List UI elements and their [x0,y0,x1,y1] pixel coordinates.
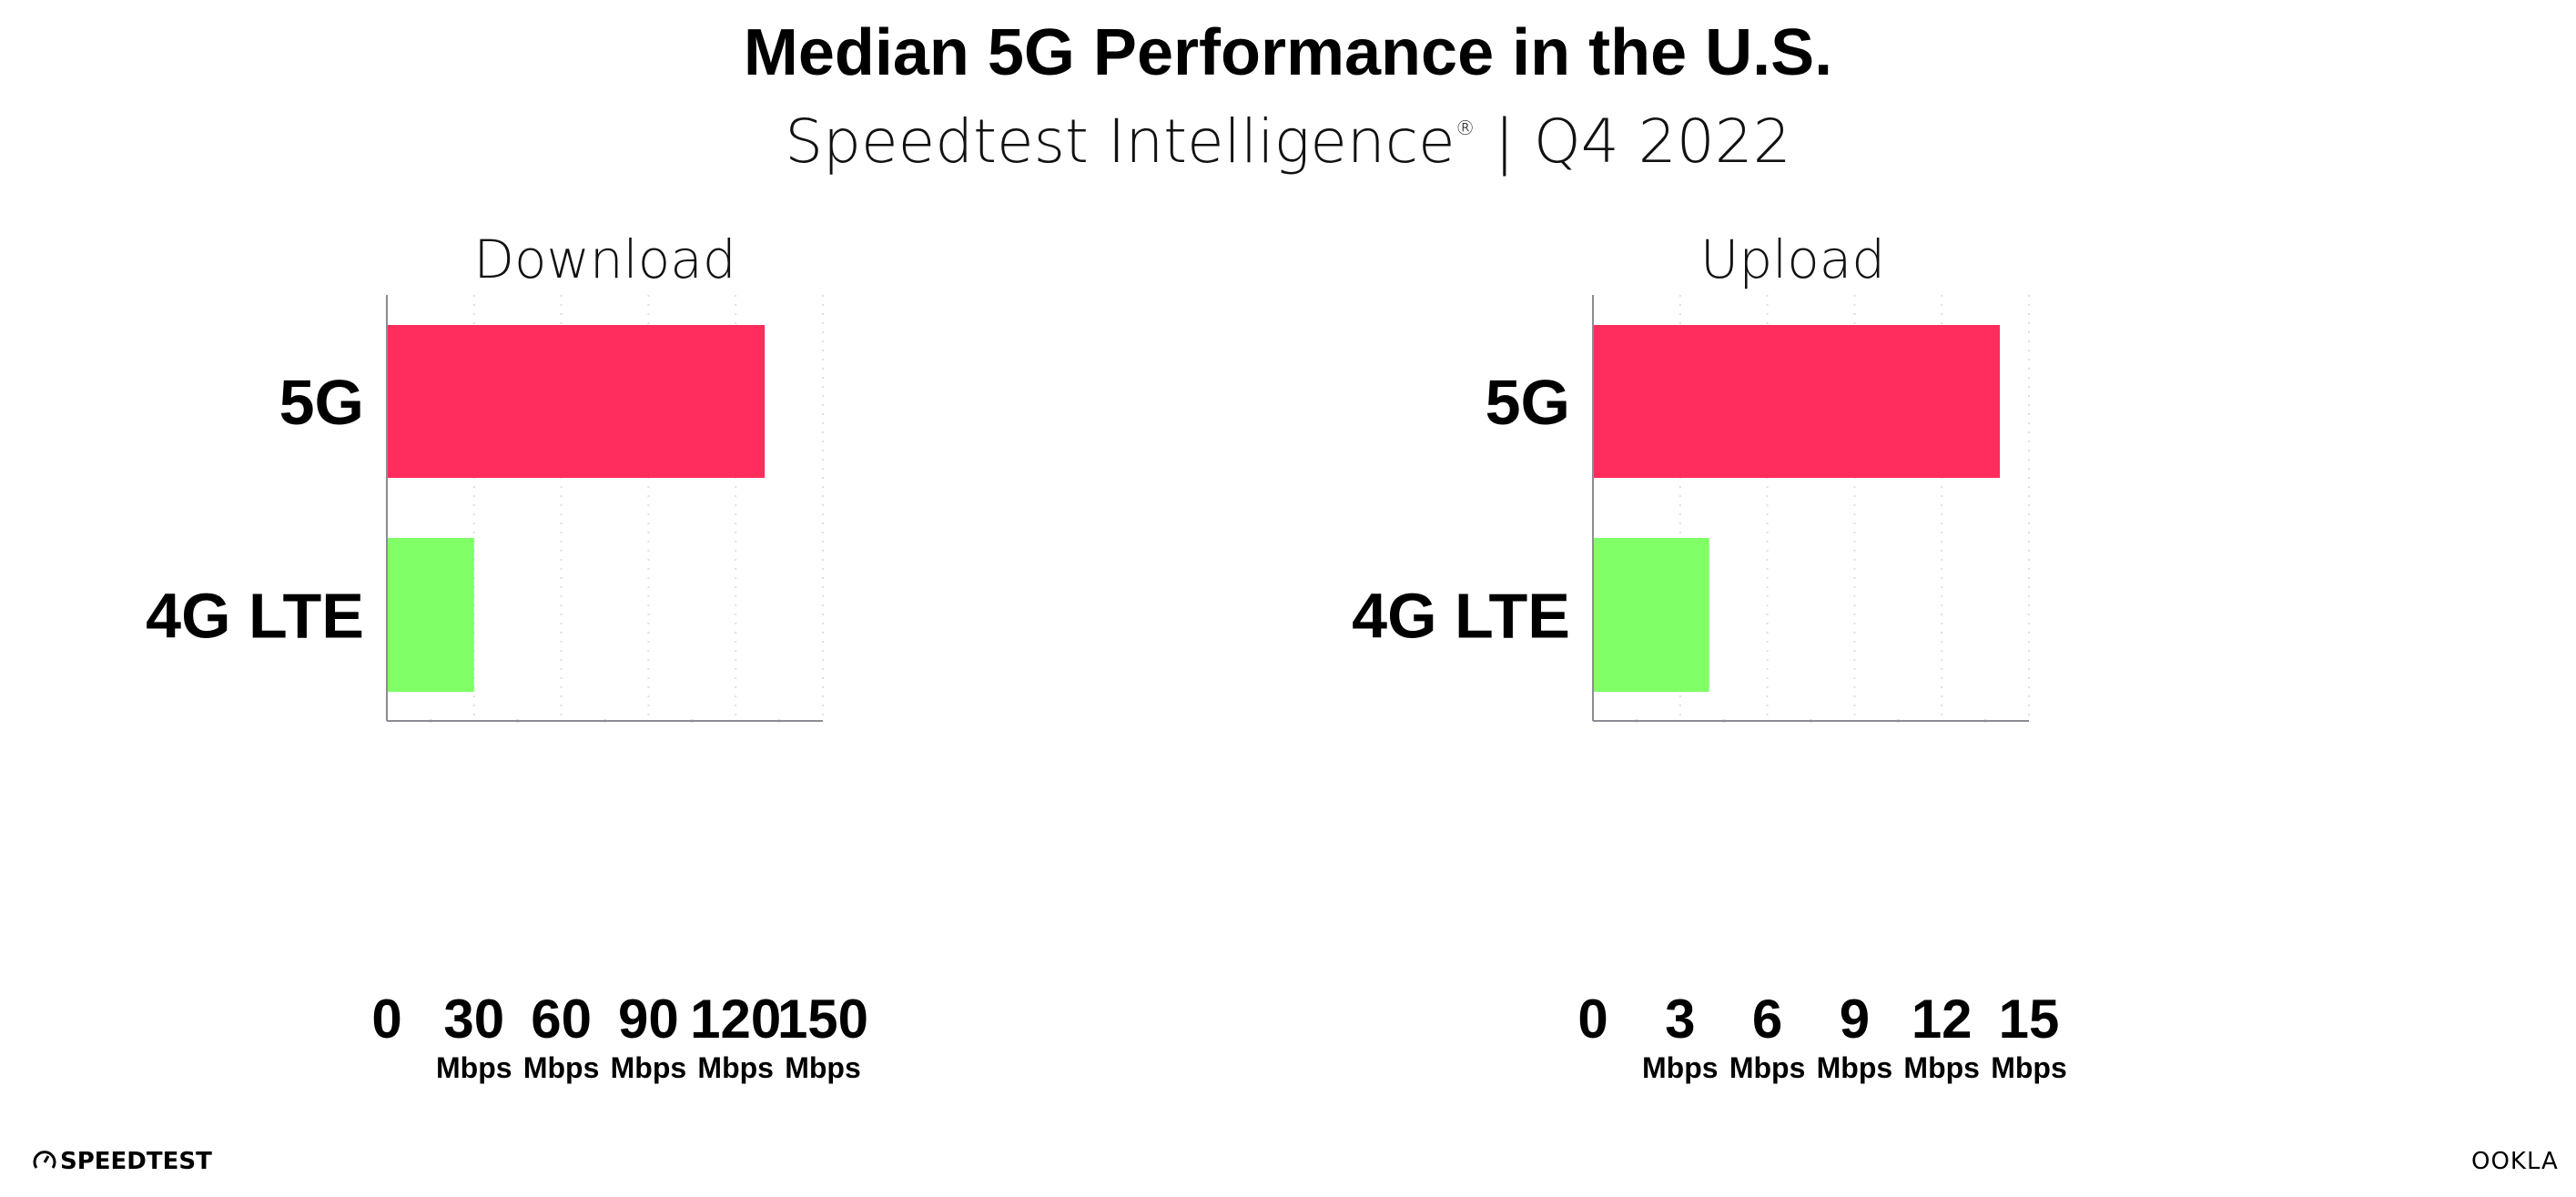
speedtest-logo: SPEEDTEST [33,1148,212,1175]
tick-label: 9 [1840,989,1870,1050]
ookla-logo: OOKLA [2471,1148,2559,1175]
tick-label: 15 [1999,989,2060,1050]
bar-4g-lte [1593,538,1709,692]
tick-label: 0 [371,989,401,1050]
tick-unit: Mbps [611,1051,687,1084]
tick-unit: Mbps [436,1051,512,1084]
category-label: 4G LTE [1352,581,1570,652]
tick-label: 12 [1912,989,1973,1050]
category-label: 5G [1486,367,1570,438]
speedometer-icon [33,1151,56,1169]
tick-unit: Mbps [1729,1051,1806,1084]
speedtest-logo-text: SPEEDTEST [60,1148,212,1175]
tick-unit: Mbps [523,1051,600,1084]
tick-label: 90 [618,989,679,1050]
tick-unit: Mbps [697,1051,774,1084]
tick-label: 6 [1752,989,1782,1050]
bar-4g-lte [387,538,474,692]
tick-unit: Mbps [1642,1051,1719,1084]
registered-mark: ® [1455,117,1476,140]
tick-label: 60 [531,989,592,1050]
panel-title: Download [473,228,735,290]
tick-label: 30 [443,989,504,1050]
category-label: 5G [279,367,364,438]
tick-unit: Mbps [1903,1051,1980,1084]
tick-unit: Mbps [785,1051,861,1084]
tick-label: 120 [690,989,781,1050]
tick-label: 0 [1577,989,1607,1050]
chart-title: Median 5G Performance in the U.S. [744,16,1832,89]
tick-label: 150 [777,989,868,1050]
category-label: 4G LTE [146,581,364,652]
bar-5g [387,325,766,478]
tick-label: 3 [1665,989,1695,1050]
panel-title: Upload [1700,228,1885,290]
chart-subtitle: Speedtest Intelligence® | Q4 2022 [785,107,1790,177]
subtitle-period: | Q4 2022 [1476,107,1791,177]
subtitle-text: Speedtest Intelligence [785,107,1455,177]
tick-unit: Mbps [1817,1051,1893,1084]
bar-5g [1593,325,2001,478]
tick-unit: Mbps [1991,1051,2067,1084]
